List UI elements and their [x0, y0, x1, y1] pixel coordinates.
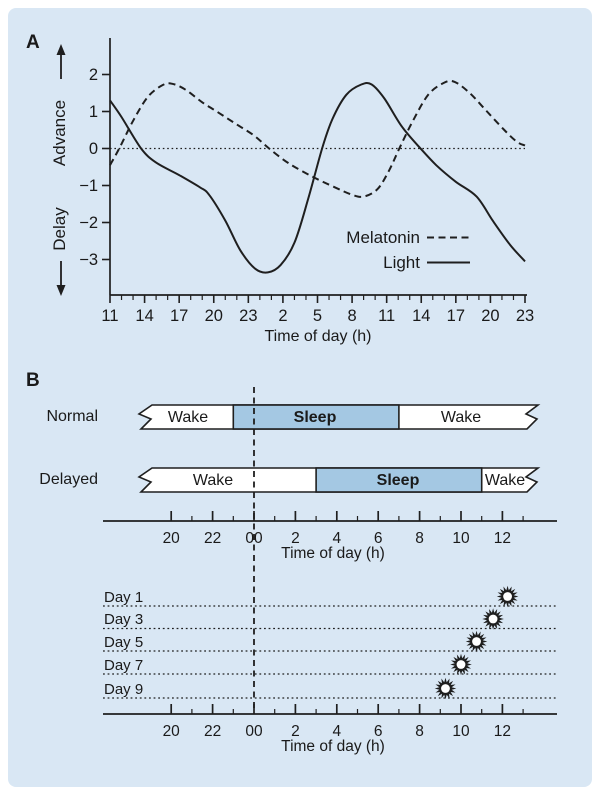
panel-a-x-tick-label: 20	[205, 307, 223, 325]
panel-b-x-tick-label: 2	[291, 530, 300, 547]
panel-b-x-tick-label: 6	[374, 723, 383, 740]
sleep-wake-bars	[137, 404, 541, 493]
sun-icon	[434, 677, 457, 700]
panel-a-x-tick-label: 5	[313, 307, 322, 325]
sun-icon	[450, 653, 472, 676]
panel-a-y-tick-label: −3	[79, 251, 98, 269]
panel-a-x-tick-label: 8	[347, 307, 356, 325]
panel-a-legend-samples	[427, 236, 470, 264]
panel-b-x-tick-label: 22	[204, 530, 221, 547]
panel-b-x-tick-label: 4	[332, 530, 341, 547]
panel-b-x-tick-label: 22	[204, 723, 221, 740]
panel-a-x-tick-label: 17	[170, 307, 188, 325]
panel-a-x-tick-label: 23	[239, 307, 257, 325]
panel-a-x-tick-label: 11	[378, 307, 395, 325]
panel-b-x-tick-label: 8	[415, 723, 424, 740]
panel-a-x-tick-label: 20	[481, 307, 499, 325]
sun-icon	[496, 585, 519, 608]
panel-b-x-tick-label: 20	[163, 530, 181, 547]
panel-b-lower-axis: 20 22 00 2 4 6 8 10 12	[103, 704, 557, 740]
advance-arrowhead-icon	[56, 44, 66, 55]
day-rows	[103, 605, 557, 699]
panel-b-x-tick-label: 12	[494, 530, 511, 547]
panel-b-upper-axis: 20 22 00 2 4 6 8 10 12	[103, 511, 557, 547]
panel-a-x-tick-label: 14	[412, 307, 430, 325]
delay-arrowhead-icon	[56, 285, 66, 296]
panel-a-x-tick-label: 11	[101, 307, 118, 325]
panel-b-x-tick-label: 6	[374, 530, 383, 547]
wake-sun-markers	[434, 585, 519, 700]
panel-a-axes: 2 1 0 −1 −2 −3 11 14 17 20 23 2 5 8 11 14 17 20 23	[79, 38, 534, 325]
sun-icon	[482, 608, 504, 630]
panel-a-y-tick-label: −2	[79, 214, 98, 232]
panel-a-y-tick-label: 2	[89, 66, 98, 84]
panel-a-y-tick-label: −1	[79, 177, 98, 195]
panel-a-x-tick-label: 17	[447, 307, 465, 325]
panel-b-x-tick-label: 10	[452, 530, 470, 547]
normal-sleep-segment	[232, 404, 400, 430]
light-curve	[109, 81, 526, 274]
figure-panel-background	[8, 8, 592, 787]
panel-a-y-tick-label: 1	[89, 103, 98, 121]
panel-b-x-tick-label: 00	[245, 723, 263, 740]
panel-a-y-tick-label: 0	[89, 140, 98, 158]
delayed-sleep-segment	[315, 467, 483, 493]
panel-a-x-tick-label: 23	[516, 307, 534, 325]
melatonin-curve	[109, 79, 526, 198]
panel-a-x-tick-label: 14	[135, 307, 153, 325]
panel-a-curves	[109, 79, 526, 274]
panel-a-x-tick-label: 2	[278, 307, 287, 325]
panel-b-x-tick-label: 4	[332, 723, 341, 740]
panel-a-axis-arrows	[56, 44, 66, 296]
sun-icon	[465, 630, 488, 653]
panel-b-x-tick-label: 12	[494, 723, 511, 740]
panel-b-x-tick-label: 2	[291, 723, 300, 740]
panel-b-x-tick-label: 8	[415, 530, 424, 547]
panel-b-x-tick-label: 20	[163, 723, 181, 740]
panel-b-x-tick-label: 10	[452, 723, 470, 740]
